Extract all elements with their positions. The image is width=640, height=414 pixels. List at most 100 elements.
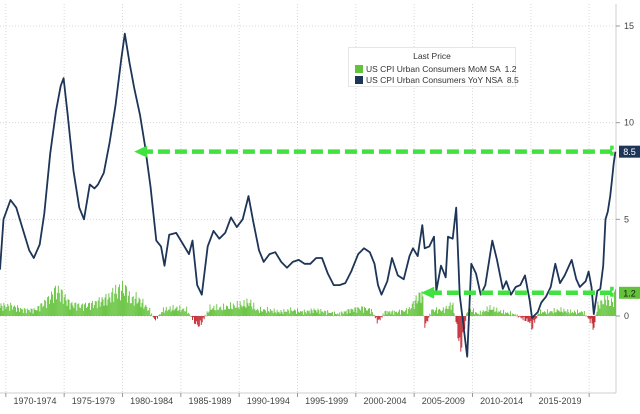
mom-bar <box>139 297 140 316</box>
x-tick-label: 1990-1994 <box>247 396 290 406</box>
mom-bar <box>559 311 560 316</box>
mom-bar <box>538 313 539 316</box>
mom-bar <box>152 316 153 317</box>
mom-bar <box>476 313 477 316</box>
mom-bar <box>298 312 299 316</box>
mom-bar <box>3 303 4 316</box>
mom-bar <box>547 309 548 316</box>
mom-bar <box>146 307 147 316</box>
y-tick-label: 5 <box>624 214 629 224</box>
x-tick-label: 1980-1984 <box>130 396 173 406</box>
mom-bar <box>400 315 401 316</box>
mom-bar <box>494 312 495 316</box>
mom-bar <box>170 306 171 316</box>
mom-bar <box>459 316 460 337</box>
mom-bar <box>57 293 58 316</box>
mom-bar <box>316 310 317 316</box>
mom-bar <box>290 307 291 316</box>
mom-bar <box>552 312 553 316</box>
mom-bar <box>30 312 31 316</box>
mom-bar <box>220 307 221 316</box>
mom-bar <box>207 311 208 316</box>
mom-bar <box>294 309 295 316</box>
mom-bar <box>259 313 260 316</box>
mom-bar <box>41 303 42 316</box>
mom-bar <box>589 316 590 319</box>
mom-bar <box>415 300 416 316</box>
mom-bar <box>536 316 537 318</box>
mom-bar <box>314 309 315 316</box>
mom-bar <box>407 314 408 316</box>
mom-bar <box>160 314 161 316</box>
mom-bar <box>457 316 458 338</box>
mom-bar <box>330 313 331 316</box>
mom-bar <box>489 310 490 316</box>
mom-bar <box>184 311 185 316</box>
mom-bar <box>421 303 422 316</box>
mom-bar <box>614 291 615 316</box>
mom-bar <box>193 316 194 317</box>
mom-bar <box>176 308 177 316</box>
y-tick-label: 0 <box>624 311 629 321</box>
mom-bar <box>80 308 81 316</box>
mom-bar <box>582 312 583 316</box>
mom-bar <box>399 310 400 316</box>
mom-bar <box>107 299 108 316</box>
mom-bar <box>373 315 374 316</box>
mom-bar <box>188 313 189 316</box>
mom-bar <box>433 310 434 316</box>
mom-bar <box>402 310 403 316</box>
mom-bar <box>517 314 518 316</box>
mom-bar <box>446 306 447 316</box>
mom-bar <box>211 309 212 316</box>
mom-bar <box>48 296 49 316</box>
mom-bar <box>227 306 228 316</box>
mom-bar <box>590 316 591 323</box>
mom-bar <box>149 308 150 316</box>
mom-bar <box>74 303 75 316</box>
x-tick-label: 1970-1974 <box>13 396 56 406</box>
mom-bar <box>365 308 366 316</box>
mom-bar <box>300 311 301 316</box>
mom-bar <box>83 311 84 316</box>
mom-bar <box>593 316 594 330</box>
mom-bar <box>436 307 437 316</box>
mom-bar <box>490 305 491 316</box>
mom-bar <box>331 313 332 316</box>
mom-bar <box>212 308 213 316</box>
annotation-arrow-head <box>134 146 147 158</box>
mom-bar <box>372 312 373 316</box>
mom-bar <box>505 312 506 316</box>
x-tick-label: 2010-2014 <box>480 396 523 406</box>
mom-bar <box>231 309 232 316</box>
mom-bar <box>409 307 410 316</box>
mom-bar <box>187 314 188 316</box>
x-tick-label: 1975-1979 <box>72 396 115 406</box>
mom-bar <box>85 303 86 316</box>
mom-bar <box>199 316 200 326</box>
mom-bar <box>307 310 308 316</box>
mom-bar <box>423 316 424 317</box>
mom-bar <box>548 314 549 316</box>
mom-bar <box>499 312 500 316</box>
mom-bar <box>109 297 110 316</box>
mom-bar <box>454 313 455 316</box>
mom-bar <box>165 310 166 316</box>
mom-bar <box>51 292 52 316</box>
mom-bar <box>521 316 522 318</box>
mom-bar <box>167 311 168 316</box>
x-tick-label: 2015-2019 <box>538 396 581 406</box>
mom-bar <box>266 313 267 316</box>
mom-bar <box>58 286 59 316</box>
mom-bar <box>335 314 336 316</box>
mom-bar <box>378 316 379 320</box>
mom-bar <box>77 304 78 316</box>
mom-bar <box>347 314 348 316</box>
mom-bar <box>151 313 152 316</box>
mom-bar <box>417 304 418 316</box>
mom-bar <box>286 312 287 316</box>
mom-bar <box>526 316 527 321</box>
mom-bar <box>366 310 367 316</box>
mom-bar <box>253 303 254 316</box>
mom-bar <box>594 316 595 328</box>
